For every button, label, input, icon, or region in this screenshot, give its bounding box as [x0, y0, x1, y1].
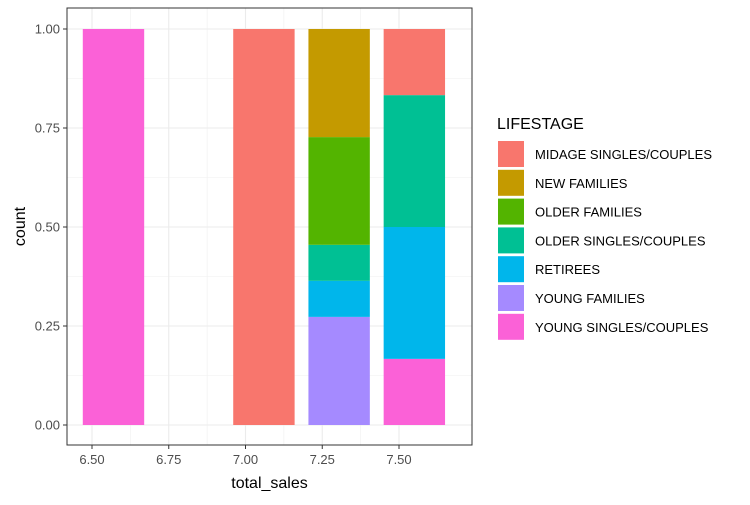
y-tick-label: 0.75: [35, 121, 60, 136]
legend-items: MIDAGE SINGLES/COUPLES NEW FAMILIES OLDER …: [498, 141, 712, 340]
legend-key: [498, 141, 524, 167]
legend-title: LIFESTAGE: [497, 116, 584, 133]
legend-label: YOUNG FAMILIES: [535, 291, 645, 306]
legend-key: [498, 256, 524, 283]
y-tick-label: 0.25: [35, 319, 60, 334]
legend-label: MIDAGE SINGLES/COUPLES: [535, 147, 712, 162]
bar-segment: [383, 358, 446, 425]
y-axis: 0.00 0.25 0.50 0.75 1.00: [35, 22, 67, 433]
bar-segment: [308, 29, 370, 138]
bar-segment: [233, 29, 295, 425]
bar-segment: [82, 29, 145, 425]
bar-segment: [308, 316, 370, 425]
bar-segment: [383, 95, 446, 227]
y-tick-label: 0.50: [35, 220, 60, 235]
legend-key: [498, 169, 524, 196]
legend-label: OLDER SINGLES/COUPLES: [535, 233, 706, 248]
x-axis: 6.50 6.75 7.00 7.25 7.50: [79, 445, 412, 467]
x-tick-label: 6.75: [156, 452, 181, 467]
legend-key: [498, 285, 524, 311]
x-tick-label: 7.25: [310, 452, 335, 467]
x-axis-title: total_sales: [231, 475, 308, 492]
bar-segment: [308, 280, 370, 317]
bar-segment: [308, 137, 370, 245]
legend-key: [498, 198, 524, 225]
legend-key: [498, 227, 524, 254]
bar-segment: [383, 29, 446, 96]
legend-label: OLDER FAMILIES: [535, 205, 642, 220]
legend-label: NEW FAMILIES: [535, 176, 628, 191]
legend: LIFESTAGE MIDAGE SINGLES/COUPLES NEW FAMI…: [497, 116, 712, 340]
bars-group: [82, 29, 446, 425]
x-tick-label: 7.50: [386, 452, 411, 467]
bar-segment: [308, 244, 370, 281]
legend-key: [498, 313, 524, 340]
x-tick-label: 6.50: [79, 452, 104, 467]
y-tick-label: 1.00: [35, 22, 60, 37]
y-tick-label: 0.00: [35, 418, 60, 433]
bar-segment: [383, 227, 446, 359]
legend-label: YOUNG SINGLES/COUPLES: [535, 320, 709, 335]
y-axis-title: count: [12, 206, 29, 246]
x-tick-label: 7.00: [233, 452, 258, 467]
legend-label: RETIREES: [535, 262, 600, 277]
